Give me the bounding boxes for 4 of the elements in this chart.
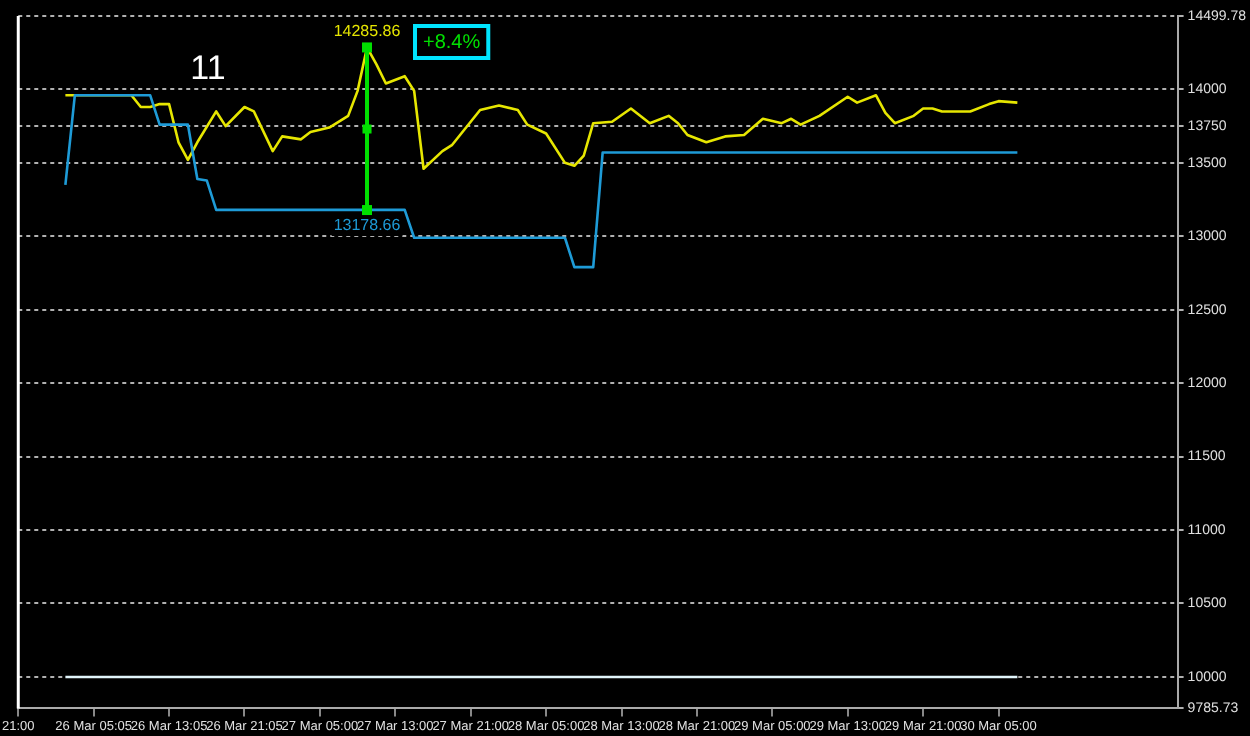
annotation: +8.4% xyxy=(423,31,481,54)
annotation: 13178.66 xyxy=(333,216,402,235)
annotation: 11 xyxy=(190,49,226,88)
annotation: 14285.86 xyxy=(333,21,402,40)
